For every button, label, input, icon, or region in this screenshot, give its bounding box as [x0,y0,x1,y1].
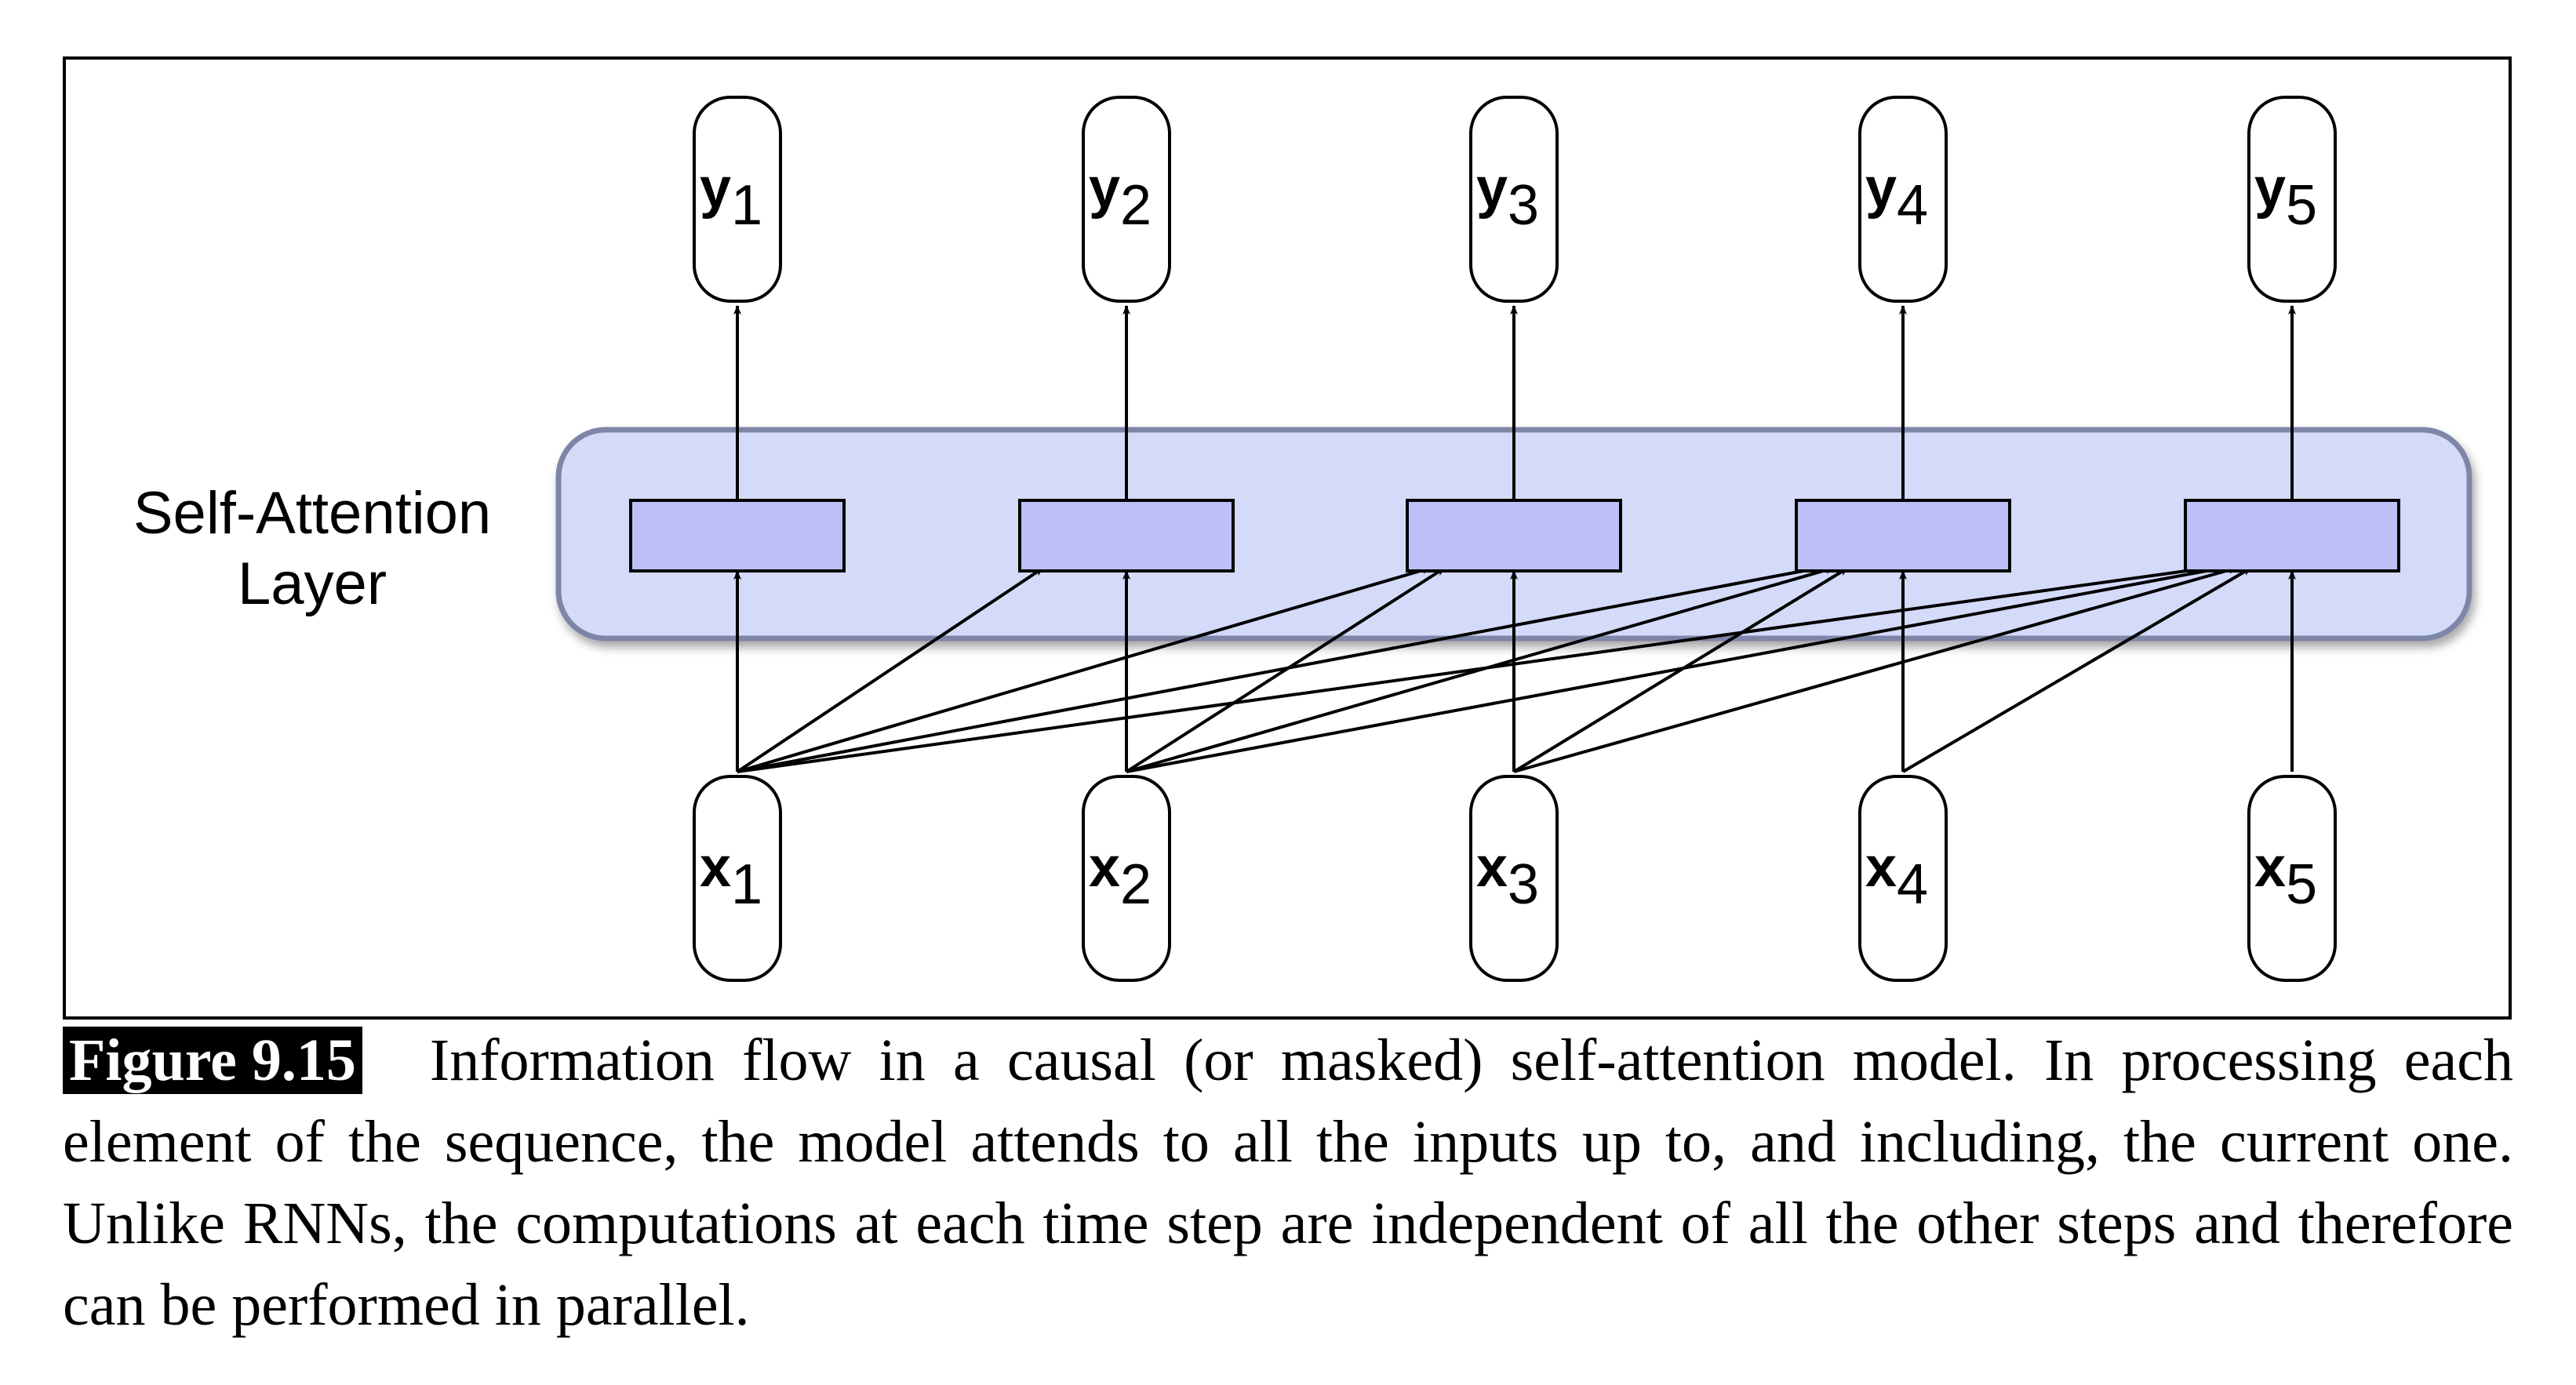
input-token-base: x [1089,836,1120,899]
input-nodes: x1 x2 x3 x4 x5 [693,775,2337,982]
figure-frame [63,56,2512,1020]
output-node-shape [2247,96,2337,303]
input-node-3: x3 [1469,775,1559,982]
output-node-5: y5 [2247,96,2337,303]
attention-arrow-x3-to-unit5 [1513,566,2238,773]
caption-label: Figure 9.15 [63,1027,362,1094]
output-node-4: y4 [1858,96,1948,303]
layer-label-line2: Layer [238,551,387,617]
input-token-base: x [2254,836,2286,899]
output-node-label: y4 [1865,157,1928,237]
output-token-subscript: 2 [1120,174,1152,237]
output-node-label: y1 [700,157,762,237]
output-node-label: y5 [2254,157,2317,237]
attention-unit-3 [1406,499,1622,573]
layer-label-line1: Self-Attention [133,480,491,547]
output-node-shape [1858,96,1948,303]
attention-arrow-x3-to-unit4 [1512,566,1850,773]
input-node-5: x5 [2247,775,2337,982]
output-token-subscript: 5 [2286,174,2317,237]
input-node-shape [1082,775,1171,982]
attention-arrow-x1-to-unit2 [736,566,1045,773]
input-node-shape [2247,775,2337,982]
input-node-1: x1 [693,775,782,982]
output-token-base: y [1865,157,1897,220]
attention-arrow-x2-to-unit5 [1126,565,2224,773]
input-node-label: x1 [700,836,762,916]
attention-arrow-x4-to-unit5 [1901,566,2253,773]
attention-unit-2 [1018,499,1235,573]
output-token-base: y [1476,157,1508,220]
output-node-shape [693,96,782,303]
output-token-subscript: 3 [1508,174,1539,237]
output-nodes: y1 y2 y3 y4 y5 [693,96,2337,303]
input-node-shape [1858,775,1948,982]
input-token-base: x [700,836,731,899]
input-token-base: x [1476,836,1508,899]
attention-arrow-x2-to-unit4 [1126,566,1835,773]
output-token-base: y [1089,157,1120,220]
input-token-base: x [1865,836,1897,899]
input-node-label: x4 [1865,836,1928,916]
output-token-subscript: 4 [1897,174,1928,237]
output-token-base: y [2254,157,2286,220]
output-token-base: y [700,157,731,220]
attention-arrow-x1-to-unit3 [737,566,1432,773]
input-token-subscript: 3 [1508,853,1539,916]
input-token-subscript: 4 [1897,853,1928,916]
output-node-shape [1082,96,1171,303]
input-node-shape [693,775,782,982]
output-node-3: y3 [1469,96,1559,303]
output-node-2: y2 [1082,96,1171,303]
input-token-subscript: 5 [2286,853,2317,916]
attention-arrow-x2-to-unit3 [1125,566,1446,773]
attention-arrow-x1-to-unit4 [737,565,1821,773]
input-node-label: x2 [1089,836,1152,916]
output-node-label: y2 [1089,157,1152,237]
input-node-label: x3 [1476,836,1539,916]
input-token-subscript: 1 [731,853,762,916]
attention-arrow-x1-to-unit5 [737,565,2210,773]
attention-unit-5 [2184,499,2400,573]
attention-units [629,499,2400,573]
attention-unit-1 [629,499,846,573]
layer-label-second: Layer [238,551,387,617]
input-token-subscript: 2 [1120,853,1152,916]
layer-label: Self-Attention [133,480,491,547]
attention-unit-4 [1795,499,2011,573]
figure-caption: Figure 9.15 Information flow in a causal … [63,1020,2513,1346]
self-attention-diagram: Self-Attention Layer y1 y2 y3 y4 y5 x1 x2 x3 x4… [133,96,2472,982]
input-node-label: x5 [2254,836,2317,916]
output-token-subscript: 1 [731,174,762,237]
input-node-2: x2 [1082,775,1171,982]
attention-connections [733,305,2296,773]
output-node-shape [1469,96,1559,303]
output-node-label: y3 [1476,157,1539,237]
output-node-1: y1 [693,96,782,303]
input-node-shape [1469,775,1559,982]
input-node-4: x4 [1858,775,1948,982]
caption-text: Information flow in a causal (or masked)… [63,1027,2513,1338]
